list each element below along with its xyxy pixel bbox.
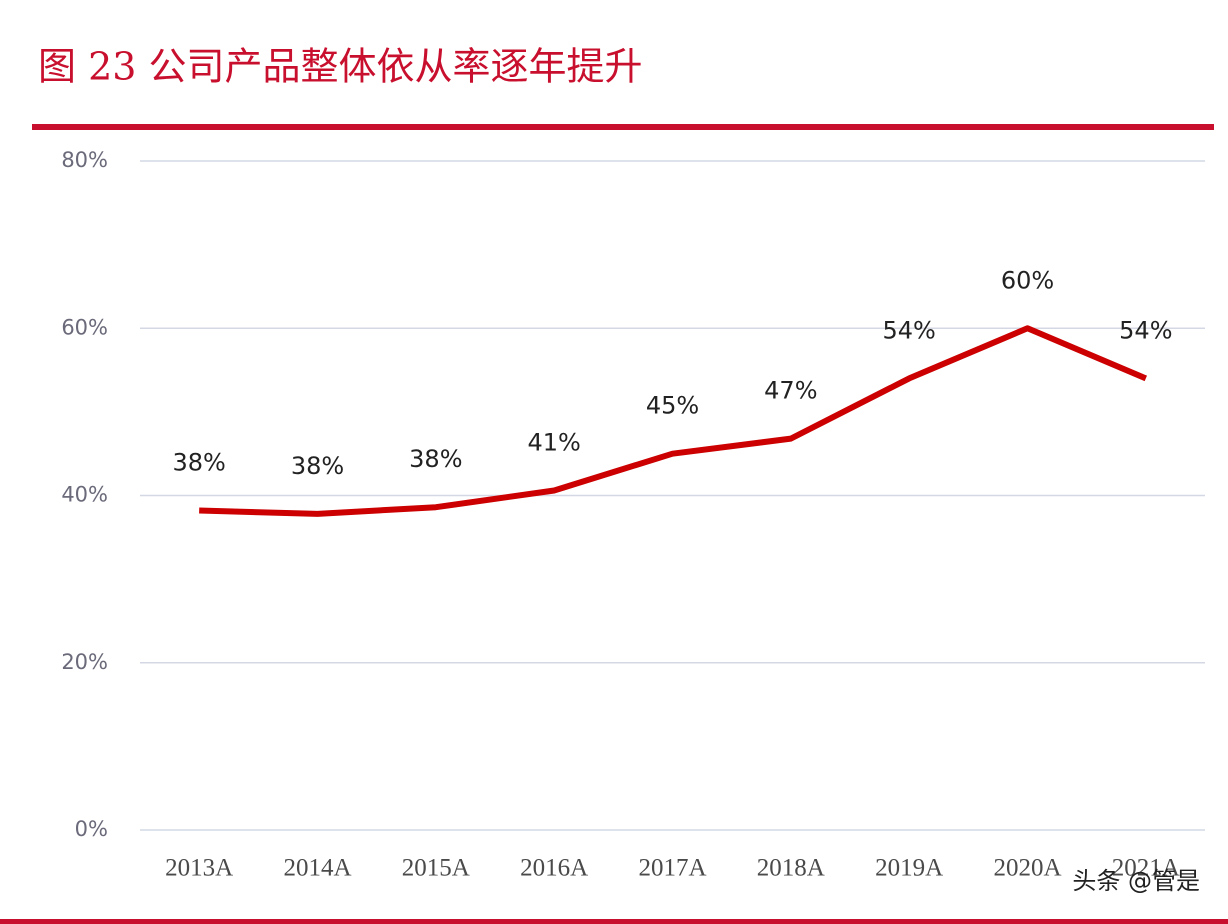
x-tick-label: 2017A	[638, 855, 706, 882]
bottom-rule	[0, 919, 1228, 924]
x-tick-label: 2015A	[402, 855, 470, 882]
line	[199, 325, 1148, 517]
y-tick-label: 80%	[61, 148, 108, 172]
y-tick-label: 40%	[61, 483, 108, 507]
y-tick-label: 0%	[75, 817, 108, 841]
data-label: 47%	[764, 377, 817, 405]
data-label: 54%	[1119, 316, 1172, 344]
x-tick-label: 2016A	[520, 855, 588, 882]
data-label: 38%	[291, 452, 344, 480]
x-tick-label: 2018A	[757, 855, 825, 882]
x-tick-label: 2019A	[875, 855, 943, 882]
x-tick-label: 2021A	[1112, 855, 1180, 882]
data-label: 41%	[527, 428, 580, 456]
title-rule	[32, 124, 1214, 130]
data-label: 60%	[1001, 266, 1054, 294]
y-tick-label: 20%	[61, 650, 108, 674]
x-tick-label: 2013A	[165, 855, 233, 882]
watermark: 头条 @管是	[1072, 867, 1200, 895]
chart-title: 图 23 公司产品整体依从率逐年提升	[38, 45, 643, 89]
data-label: 38%	[409, 445, 462, 473]
data-label: 54%	[882, 316, 935, 344]
y-tick-label: 60%	[61, 315, 108, 339]
data-label: 38%	[172, 449, 225, 477]
x-tick-label: 2020A	[993, 855, 1061, 882]
x-tick-label: 2014A	[283, 855, 351, 882]
data-label: 45%	[646, 392, 699, 420]
